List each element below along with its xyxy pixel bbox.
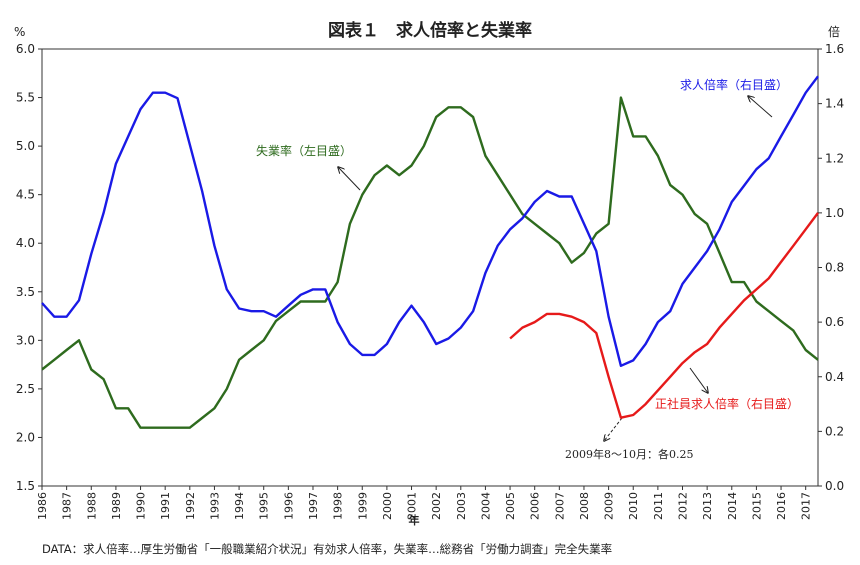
annotation-arrow [748, 96, 773, 118]
annotation: 2009年8～10月：各0.25 [565, 447, 693, 461]
x-tick-label: 2011 [652, 492, 665, 520]
x-tick-label: 2008 [578, 492, 591, 520]
x-tick-label: 2012 [677, 492, 690, 520]
x-tick-label: 1993 [208, 492, 221, 520]
x-tick-label: 1994 [233, 492, 246, 520]
x-tick-label: 2014 [726, 492, 739, 520]
legend-label: 失業率（左目盛） [256, 143, 352, 158]
y2-tick-label: 0.0 [825, 479, 844, 493]
x-tick-label: 1990 [135, 492, 148, 520]
series-line [509, 212, 819, 419]
chart-title: 図表１ 求人倍率と失業率 [328, 20, 532, 41]
x-tick-label: 1986 [36, 492, 49, 520]
y2-tick-label: 1.6 [825, 42, 844, 56]
x-tick-label: 2009 [603, 492, 616, 520]
y2-axis-label: 倍 [828, 24, 840, 39]
y-tick-label: 3.5 [16, 285, 35, 299]
x-tick-label: 2005 [504, 492, 517, 520]
x-tick-label: 2002 [430, 492, 443, 520]
y2-tick-label: 1.4 [825, 97, 844, 111]
x-tick-label: 1989 [110, 492, 123, 520]
y-axis-label: % [14, 25, 25, 39]
x-tick-label: 1996 [282, 492, 295, 520]
x-tick-label: 2000 [381, 492, 394, 520]
y-tick-label: 2.5 [16, 382, 35, 396]
x-tick-label: 2003 [455, 492, 468, 520]
x-tick-label: 1999 [356, 492, 369, 520]
y2-tick-label: 0.6 [825, 315, 844, 329]
y2-tick-label: 0.8 [825, 261, 844, 275]
x-tick-label: 1991 [159, 492, 172, 520]
x-tick-label: 1988 [85, 492, 98, 520]
x-tick-label: 2013 [701, 492, 714, 520]
x-tick-label: 1997 [307, 492, 320, 520]
y2-tick-label: 0.4 [825, 370, 844, 384]
legend-label: 正社員求人倍率（右目盛） [655, 396, 799, 411]
x-tick-label: 2015 [750, 492, 763, 520]
y-tick-label: 1.5 [16, 479, 35, 493]
x-tick-label: 1998 [332, 492, 345, 520]
x-tick-label: 2010 [627, 492, 640, 520]
x-tick-label: 2016 [775, 492, 788, 520]
y-tick-label: 2.0 [16, 430, 35, 444]
y-tick-label: 5.5 [16, 91, 35, 105]
y-tick-label: 6.0 [16, 42, 35, 56]
annotation-arrow [689, 367, 708, 393]
series-line [41, 75, 819, 367]
x-tick-label: 2017 [800, 492, 813, 520]
x-tick-label: 1995 [258, 492, 271, 520]
x-tick-label: 2004 [479, 492, 492, 520]
annotation-arrow [338, 167, 361, 191]
y2-tick-label: 1.0 [825, 206, 844, 220]
x-tick-label: 2007 [553, 492, 566, 520]
annotation-arrow [604, 417, 623, 441]
y-tick-label: 3.0 [16, 333, 35, 347]
series-line [41, 96, 819, 429]
y-tick-label: 4.0 [16, 236, 35, 250]
x-tick-label: 2001 [406, 492, 419, 520]
y2-tick-label: 0.2 [825, 424, 844, 438]
source-note: DATA：求人倍率…厚生労働省「一般職業紹介状況」有効求人倍率，失業率…総務省「… [42, 542, 612, 556]
x-axis-label: 年 [409, 513, 420, 527]
plot-frame [41, 48, 819, 487]
x-tick-label: 1992 [184, 492, 197, 520]
y-tick-label: 5.0 [16, 139, 35, 153]
x-tick-label: 1987 [61, 492, 74, 520]
y-tick-label: 4.5 [16, 188, 35, 202]
legend-label: 求人倍率（右目盛） [680, 77, 788, 92]
x-tick-label: 2006 [529, 492, 542, 520]
y2-tick-label: 1.2 [825, 151, 844, 165]
